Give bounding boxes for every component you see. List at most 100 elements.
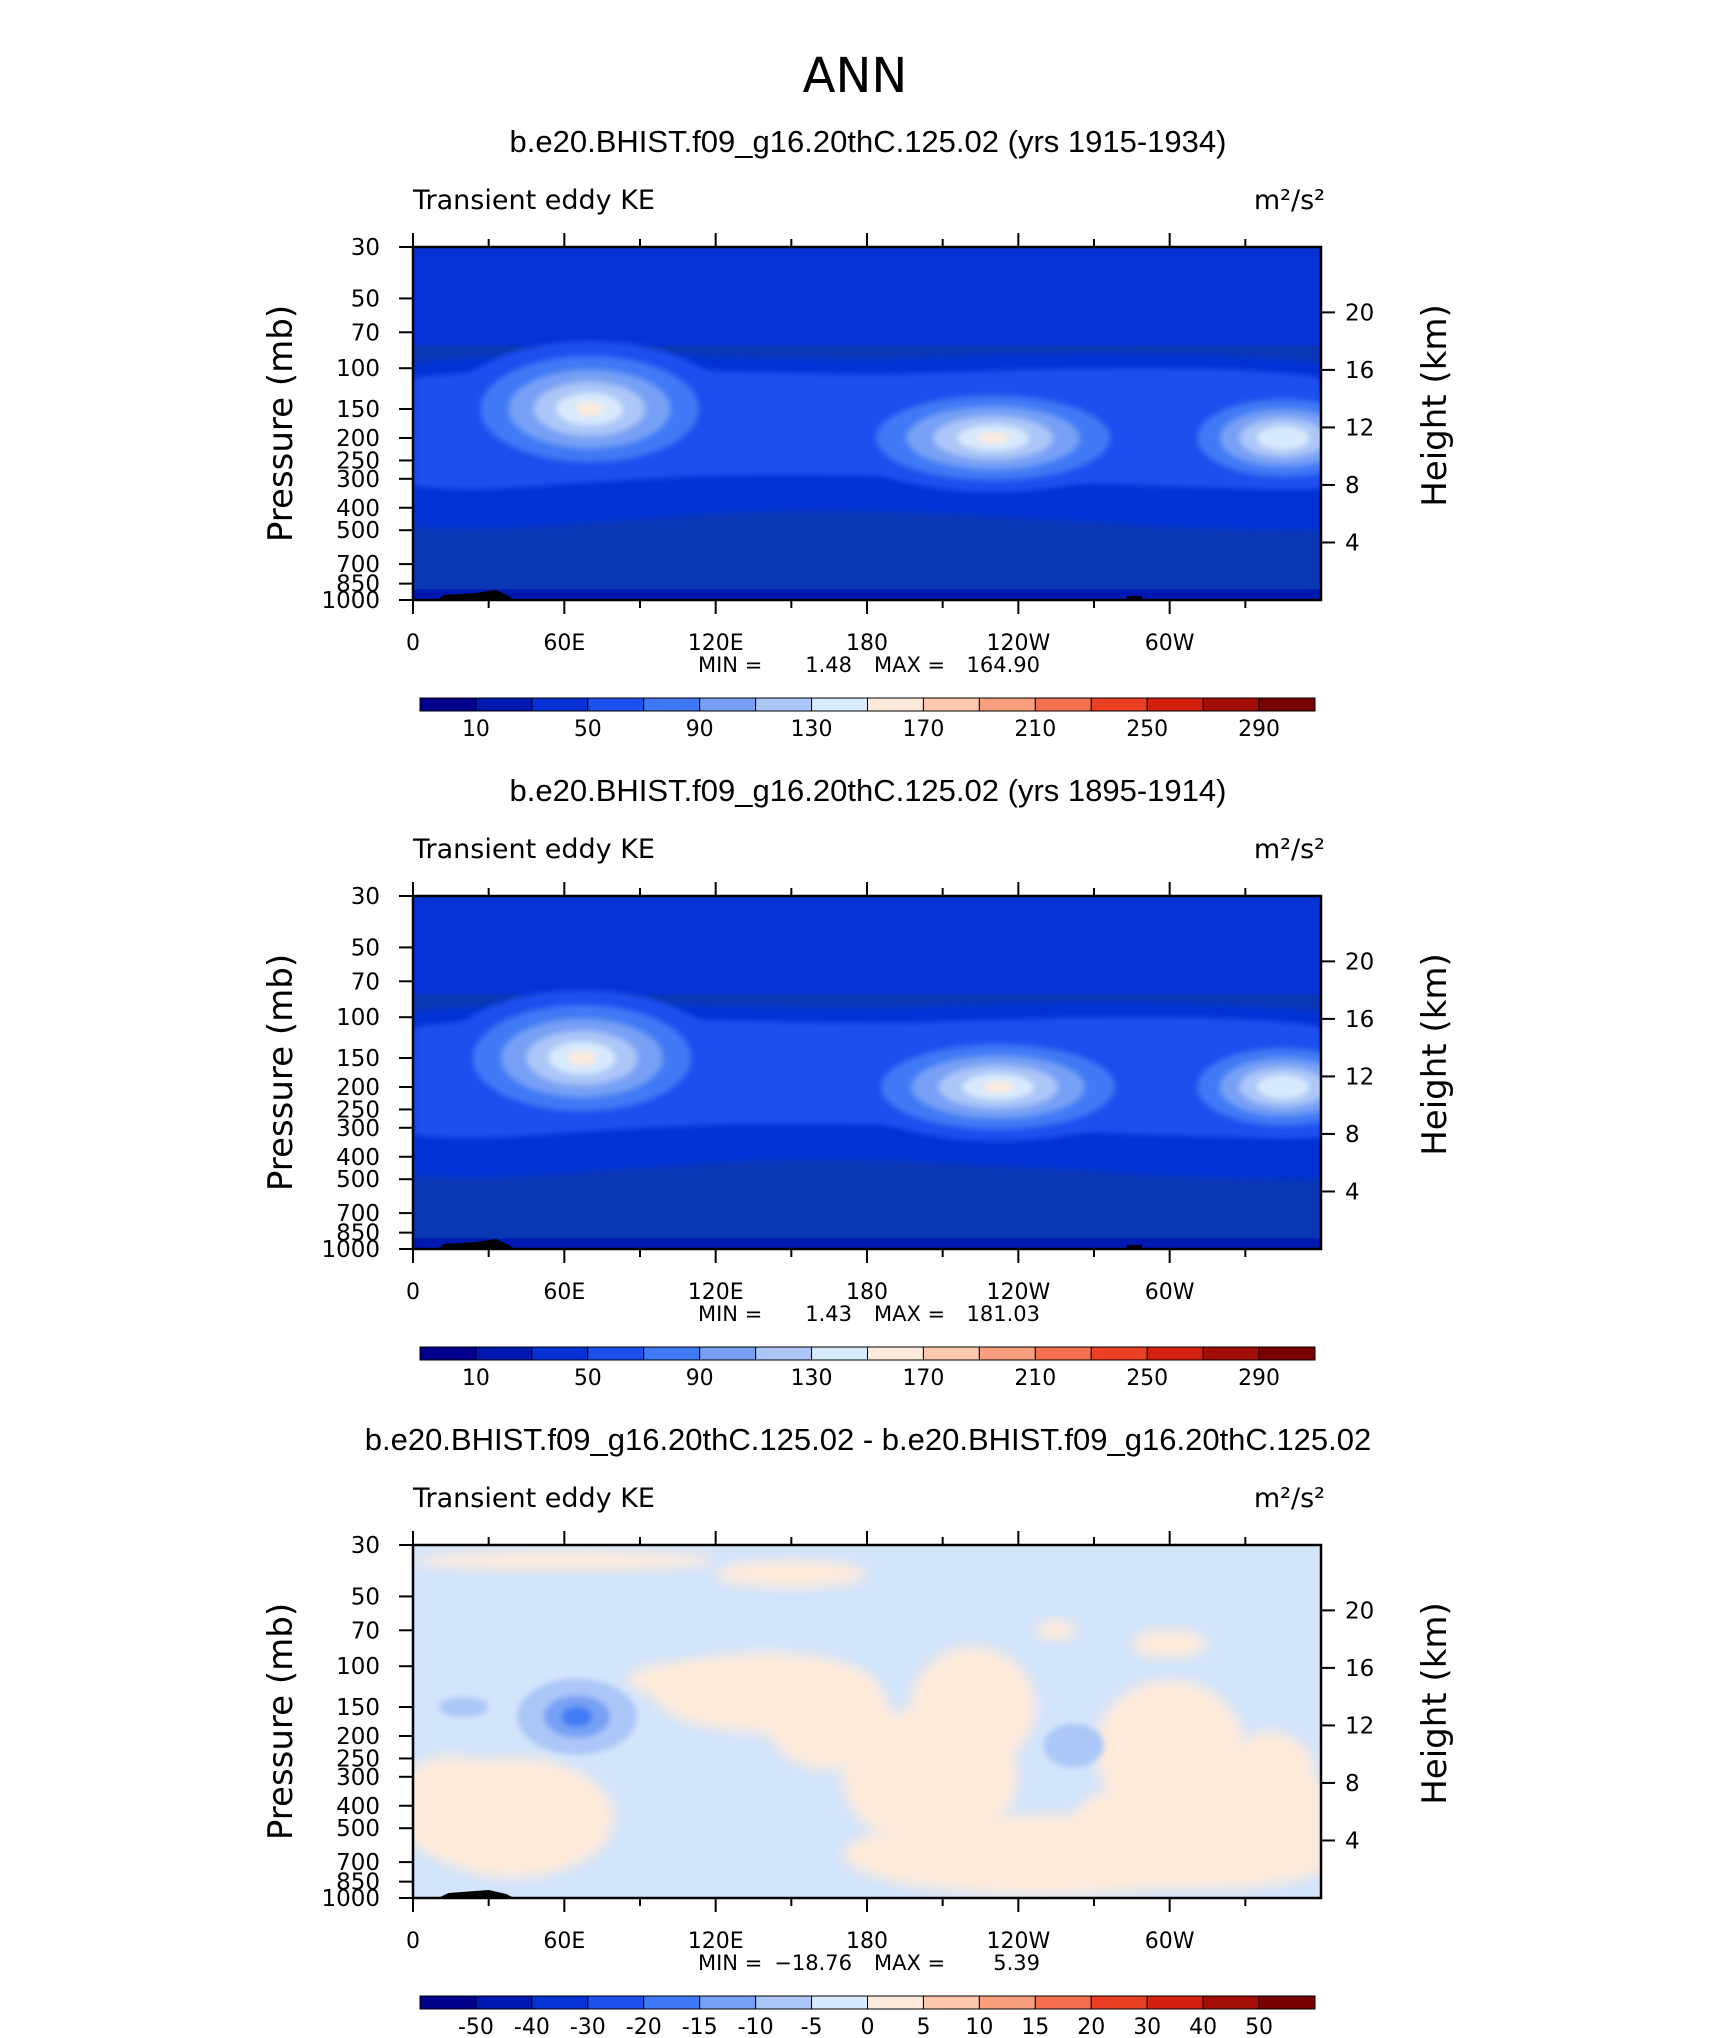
colorbar-swatch: [643, 1346, 701, 1361]
colorbar-swatch: [922, 697, 980, 712]
surface-band: [413, 1238, 1321, 1249]
colorbar-label: 5: [916, 2015, 930, 2038]
y-tick-label: 850: [336, 1221, 380, 1247]
colorbar-label: 130: [791, 717, 833, 742]
positive-anomaly: [1036, 1620, 1077, 1641]
terrain: [438, 1239, 514, 1249]
panels-root: 0 60E 120E 180 120W 60W3050701001502002503004…: [261, 124, 1455, 2038]
colorbar-label: 10: [965, 2015, 993, 2038]
y-tick-label: 70: [351, 320, 380, 346]
colorbar-swatch: [867, 697, 924, 712]
stratosphere-band: [413, 896, 1321, 995]
x-tick-label: 120E: [688, 1280, 744, 1305]
negative-anomaly: [561, 1707, 592, 1727]
main-title: ANN: [803, 48, 908, 104]
y-tick-label: 100: [336, 356, 380, 382]
y-tick-label: 1000: [321, 1237, 380, 1263]
positive-anomaly: [843, 1814, 1244, 1895]
colorbar-swatch: [1090, 697, 1148, 712]
panel-header-2: b.e20.BHIST.f09_g16.20thC.125.02 - b.e20…: [365, 1422, 1372, 1975]
y-tick-label: 30: [351, 235, 380, 261]
y2-axis-title: Height (km): [1415, 304, 1455, 507]
jet-contour: [567, 1051, 596, 1065]
colorbar-label: 50: [1245, 2015, 1273, 2038]
max-label: MAX =: [874, 653, 945, 677]
y2-tick-label: 20: [1345, 949, 1374, 975]
y-tick-label: 30: [351, 1533, 380, 1559]
colorbar-label: 50: [574, 717, 602, 742]
colorbar-swatch: [1258, 1346, 1316, 1361]
max-value: 164.90: [967, 653, 1040, 677]
max-value: 5.39: [993, 1951, 1040, 1975]
colorbar-label: 90: [686, 1366, 714, 1391]
y-tick-label: 250: [336, 448, 380, 474]
field-label: Transient eddy KE: [412, 834, 655, 865]
colorbar-label: 210: [1014, 1366, 1056, 1391]
colorbar-swatch: [1146, 1346, 1204, 1361]
colorbar-swatch: [699, 1346, 757, 1361]
contour-field-2: [413, 1545, 1321, 1898]
unit-label: m²/s²: [1254, 834, 1325, 865]
y-tick-label: 50: [351, 1584, 380, 1610]
positive-anomaly: [910, 1647, 1036, 1768]
y-tick-label: 50: [351, 935, 380, 961]
panel-header-0: b.e20.BHIST.f09_g16.20thC.125.02 (yrs 19…: [412, 124, 1325, 677]
x-tick-label: 0: [406, 1929, 420, 1954]
colorbar-label: 130: [791, 1366, 833, 1391]
colorbar-swatch: [475, 1346, 533, 1361]
x-tick-label: 0: [406, 1280, 420, 1305]
colorbar-swatch: [1090, 1995, 1148, 2010]
colorbar-label: 90: [686, 717, 714, 742]
colorbar-label: 50: [574, 1366, 602, 1391]
colorbar-label: -20: [626, 2015, 662, 2038]
negative-anomaly: [1043, 1723, 1104, 1768]
x-tick-label: 60E: [543, 1280, 585, 1305]
y-tick-label: 70: [351, 1618, 380, 1644]
colorbar-label: 250: [1126, 1366, 1168, 1391]
colorbar-swatch: [1202, 1346, 1260, 1361]
colorbar-swatch: [643, 697, 701, 712]
y-tick-label: 150: [336, 1046, 380, 1072]
colorbar-swatch: [922, 1346, 980, 1361]
colorbar-swatch: [1258, 1995, 1316, 2010]
y2-axis-title: Height (km): [1415, 953, 1455, 1156]
colorbar-swatch: [755, 1346, 813, 1361]
y-tick-label: 250: [336, 1097, 380, 1123]
y-tick-label: 200: [336, 1724, 380, 1750]
y-tick-label: 850: [336, 1870, 380, 1896]
y-axis-title: Pressure (mb): [261, 305, 301, 542]
colorbar-swatch: [811, 1995, 868, 2010]
colorbar-label: 40: [1189, 2015, 1217, 2038]
y2-tick-label: 12: [1345, 1713, 1374, 1739]
colorbar-swatch: [531, 697, 589, 712]
colorbar-label: -15: [682, 2015, 718, 2038]
positive-anomaly: [414, 1550, 715, 1571]
y2-tick-label: 16: [1345, 1656, 1374, 1682]
colorbar-swatch: [419, 697, 477, 712]
colorbar-swatch: [643, 1995, 701, 2010]
max-value: 181.03: [967, 1302, 1040, 1326]
x-tick-label: 120W: [986, 1929, 1050, 1954]
panel-header-1: b.e20.BHIST.f09_g16.20thC.125.02 (yrs 18…: [412, 773, 1325, 1326]
jet-contour: [1256, 1074, 1310, 1099]
colorbar-swatch: [755, 697, 813, 712]
positive-anomaly: [1225, 1731, 1316, 1822]
y2-tick-label: 4: [1345, 1828, 1360, 1854]
jet-contour: [1256, 425, 1310, 450]
unit-label: m²/s²: [1254, 1483, 1325, 1514]
x-tick-label: 60W: [1145, 631, 1195, 656]
y-tick-label: 300: [336, 467, 380, 493]
y-tick-label: 150: [336, 397, 380, 423]
x-tick-label: 180: [846, 1280, 888, 1305]
min-value: −18.76: [774, 1951, 852, 1975]
max-label: MAX =: [874, 1302, 945, 1326]
field-label: Transient eddy KE: [412, 1483, 655, 1514]
colorbar-swatch: [1146, 1995, 1204, 2010]
jet-contour: [983, 1081, 1014, 1093]
colorbar-swatch: [587, 1346, 645, 1361]
x-tick-label: 120E: [688, 631, 744, 656]
positive-anomaly: [413, 1755, 506, 1856]
negative-anomaly: [438, 1697, 489, 1718]
